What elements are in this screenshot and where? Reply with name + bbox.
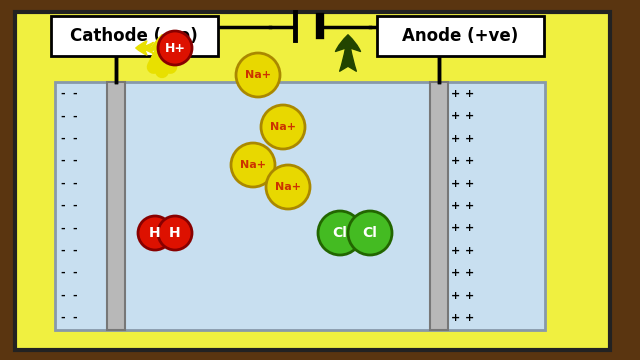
Text: H: H	[169, 226, 181, 240]
Circle shape	[318, 211, 362, 255]
Text: +: +	[451, 246, 461, 256]
Text: -: -	[73, 268, 77, 278]
Text: -: -	[73, 224, 77, 233]
Text: Na+: Na+	[270, 122, 296, 132]
Text: +: +	[451, 179, 461, 189]
Text: -: -	[61, 156, 65, 166]
Text: -: -	[61, 313, 65, 323]
Text: -: -	[73, 134, 77, 144]
Text: +: +	[465, 201, 475, 211]
Text: -: -	[61, 246, 65, 256]
Text: +: +	[465, 156, 475, 166]
Text: -: -	[73, 313, 77, 323]
Circle shape	[158, 216, 192, 250]
Text: +: +	[465, 111, 475, 121]
Circle shape	[261, 105, 305, 149]
FancyBboxPatch shape	[377, 16, 544, 56]
Text: -: -	[73, 89, 77, 99]
Text: +: +	[465, 179, 475, 189]
Text: Na+: Na+	[240, 160, 266, 170]
Text: +: +	[451, 111, 461, 121]
Text: H+: H+	[164, 41, 186, 54]
Text: -: -	[73, 201, 77, 211]
Circle shape	[138, 216, 172, 250]
Text: +: +	[451, 134, 461, 144]
Circle shape	[236, 53, 280, 97]
Text: +: +	[451, 89, 461, 99]
Text: Na+: Na+	[275, 182, 301, 192]
Text: +: +	[451, 156, 461, 166]
Text: +: +	[465, 134, 475, 144]
Text: Anode (+ve): Anode (+ve)	[402, 27, 518, 45]
Bar	[107, 82, 125, 330]
Text: -: -	[61, 201, 65, 211]
Text: -: -	[73, 111, 77, 121]
Text: +: +	[465, 246, 475, 256]
Text: -: -	[61, 111, 65, 121]
Text: -: -	[61, 179, 65, 189]
Text: Cathode (-ve): Cathode (-ve)	[70, 27, 198, 45]
Text: -: -	[61, 224, 65, 233]
Text: -: -	[61, 291, 65, 301]
Text: +: +	[465, 291, 475, 301]
Text: +: +	[465, 313, 475, 323]
Text: +: +	[465, 89, 475, 99]
Text: Cl: Cl	[363, 226, 378, 240]
Text: -: -	[73, 179, 77, 189]
Text: +: +	[451, 268, 461, 278]
Text: -: -	[61, 134, 65, 144]
Text: +: +	[451, 224, 461, 233]
Text: +: +	[465, 268, 475, 278]
Bar	[55, 82, 545, 330]
Text: -: -	[61, 89, 65, 99]
Text: -: -	[61, 268, 65, 278]
Text: H: H	[149, 226, 161, 240]
Circle shape	[348, 211, 392, 255]
Circle shape	[158, 31, 192, 65]
Text: +: +	[451, 201, 461, 211]
Text: Cl: Cl	[333, 226, 348, 240]
Bar	[430, 82, 448, 330]
Text: Na+: Na+	[245, 70, 271, 80]
Text: +: +	[451, 291, 461, 301]
Text: -: -	[73, 291, 77, 301]
Text: +: +	[465, 224, 475, 233]
Text: -: -	[73, 246, 77, 256]
FancyBboxPatch shape	[51, 16, 218, 56]
Text: -: -	[73, 156, 77, 166]
Text: +: +	[451, 313, 461, 323]
Circle shape	[266, 165, 310, 209]
Circle shape	[231, 143, 275, 187]
